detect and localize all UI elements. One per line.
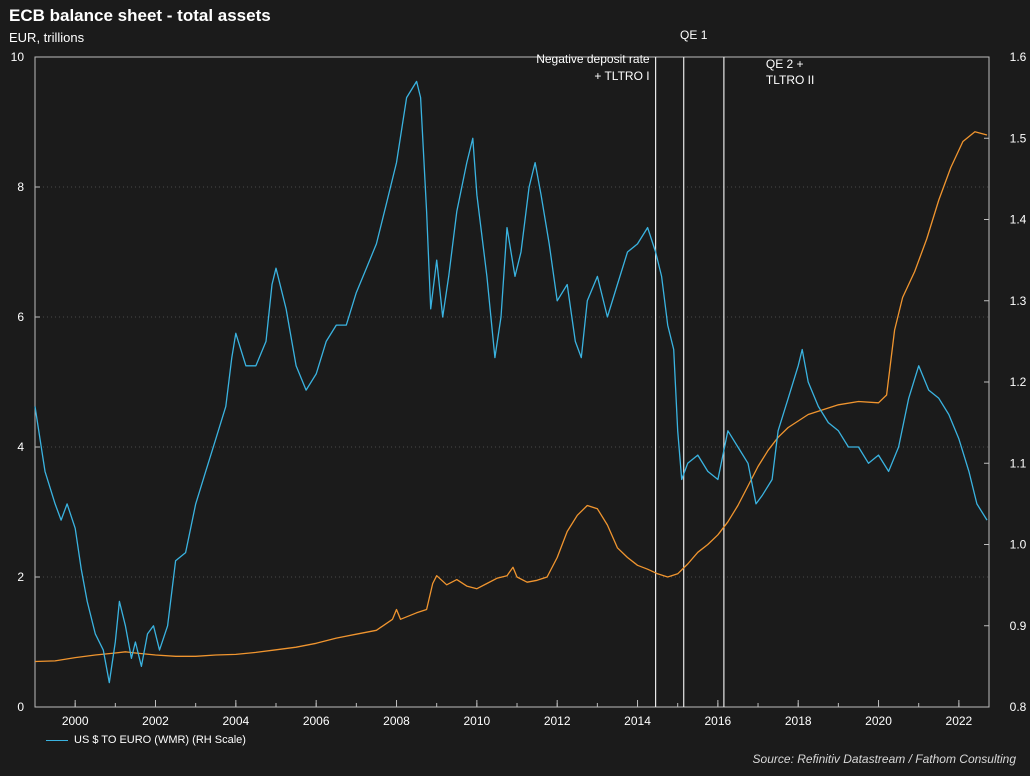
left-axis-tick-label: 10 (11, 50, 25, 64)
x-axis-tick-label: 2002 (142, 714, 169, 728)
left-axis-tick-label: 6 (17, 310, 24, 324)
right-axis-tick-label: 1.3 (1010, 294, 1027, 308)
chart-subtitle: EUR, trillions (9, 30, 85, 45)
right-axis-tick-label: 1.0 (1010, 538, 1027, 552)
right-axis-tick-label: 1.5 (1010, 131, 1027, 145)
right-axis-tick-label: 1.6 (1010, 50, 1027, 64)
left-axis-tick-label: 0 (17, 700, 24, 714)
event-label: QE 2 + (766, 57, 804, 71)
left-axis-tick-label: 4 (17, 440, 24, 454)
x-axis-tick-label: 2018 (785, 714, 812, 728)
total-assets-line (34, 131, 988, 663)
x-axis: 2000 2002 2004 2006 2008 2010 2012 2014 2016 2018… (34, 700, 973, 728)
x-axis-tick-label: 2000 (62, 714, 89, 728)
right-axis-tick-label: 1.2 (1010, 375, 1027, 389)
right-axis-tick-label: 1.4 (1010, 213, 1027, 227)
x-axis-tick-label: 2006 (303, 714, 330, 728)
event-label: + TLTRO I (594, 69, 649, 83)
left-axis-tick-label: 2 (17, 570, 24, 584)
plot-area-frame (34, 56, 990, 708)
x-axis-tick-label: 2012 (544, 714, 571, 728)
x-axis-tick-label: 2022 (946, 714, 973, 728)
chart-source: Source: Refinitiv Datastream / Fathom Co… (752, 752, 1016, 766)
x-axis-tick-label: 2014 (624, 714, 651, 728)
x-axis-tick-label: 2004 (222, 714, 249, 728)
usd-euro-line (34, 80, 988, 684)
grid-lines (35, 186, 989, 578)
x-axis-tick-label: 2010 (464, 714, 491, 728)
x-axis-tick-label: 2008 (383, 714, 410, 728)
event-label: Negative deposit rate (536, 52, 650, 66)
x-axis-tick-label: 2020 (865, 714, 892, 728)
right-axis: 0.8 0.9 1.0 1.1 1.2 1.3 1.4 1.5 1.6 (984, 50, 1027, 714)
event-markers: Negative deposit rate + TLTRO I QE 1 QE 2 +… (536, 28, 814, 707)
right-axis-tick-label: 0.8 (1010, 700, 1027, 714)
legend-swatch-usd-euro (46, 739, 68, 741)
event-label: TLTRO II (766, 73, 814, 87)
right-axis-tick-label: 0.9 (1010, 619, 1027, 633)
event-label: QE 1 (680, 28, 708, 42)
right-axis-tick-label: 1.1 (1010, 456, 1027, 470)
left-axis: 0 2 4 6 8 10 (11, 50, 40, 714)
chart-title: ECB balance sheet - total assets (9, 6, 271, 25)
x-axis-tick-label: 2016 (705, 714, 732, 728)
series-lines (34, 80, 988, 684)
legend-label-usd-euro: US $ TO EURO (WMR) (RH Scale) (74, 734, 246, 746)
legend: US $ TO EURO (WMR) (RH Scale) (46, 734, 246, 746)
left-axis-tick-label: 8 (17, 180, 24, 194)
